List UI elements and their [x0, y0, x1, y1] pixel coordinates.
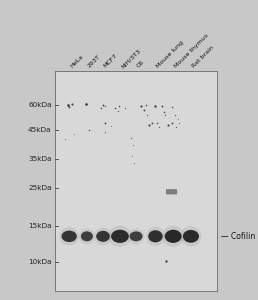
Text: 35kDa: 35kDa	[28, 156, 52, 162]
Ellipse shape	[111, 230, 129, 243]
Ellipse shape	[180, 226, 201, 247]
Ellipse shape	[130, 231, 142, 241]
Text: 25kDa: 25kDa	[28, 185, 52, 191]
Text: HeLa: HeLa	[69, 54, 84, 69]
Ellipse shape	[165, 230, 182, 243]
Ellipse shape	[146, 226, 165, 246]
Text: Mouse thymus: Mouse thymus	[173, 33, 209, 69]
Text: 10kDa: 10kDa	[28, 259, 52, 265]
Text: Mouse lung: Mouse lung	[155, 40, 184, 69]
Text: 293T: 293T	[87, 54, 102, 69]
Ellipse shape	[183, 230, 199, 243]
Ellipse shape	[94, 227, 112, 245]
Ellipse shape	[61, 231, 77, 242]
Ellipse shape	[108, 226, 132, 247]
Text: 60kDa: 60kDa	[28, 102, 52, 108]
Text: NIH/3T3: NIH/3T3	[120, 47, 141, 69]
Ellipse shape	[162, 226, 184, 247]
Text: MCF7: MCF7	[103, 53, 119, 69]
Ellipse shape	[148, 230, 163, 242]
Ellipse shape	[96, 231, 110, 242]
FancyBboxPatch shape	[166, 189, 177, 194]
Text: 45kDa: 45kDa	[28, 127, 52, 133]
Text: C6: C6	[136, 60, 146, 69]
Text: Rat brain: Rat brain	[191, 45, 215, 69]
Ellipse shape	[81, 231, 93, 241]
Ellipse shape	[128, 228, 144, 244]
Text: — Cofilin: — Cofilin	[221, 232, 255, 241]
Ellipse shape	[59, 227, 79, 245]
Text: 15kDa: 15kDa	[28, 223, 52, 229]
Ellipse shape	[79, 228, 95, 244]
